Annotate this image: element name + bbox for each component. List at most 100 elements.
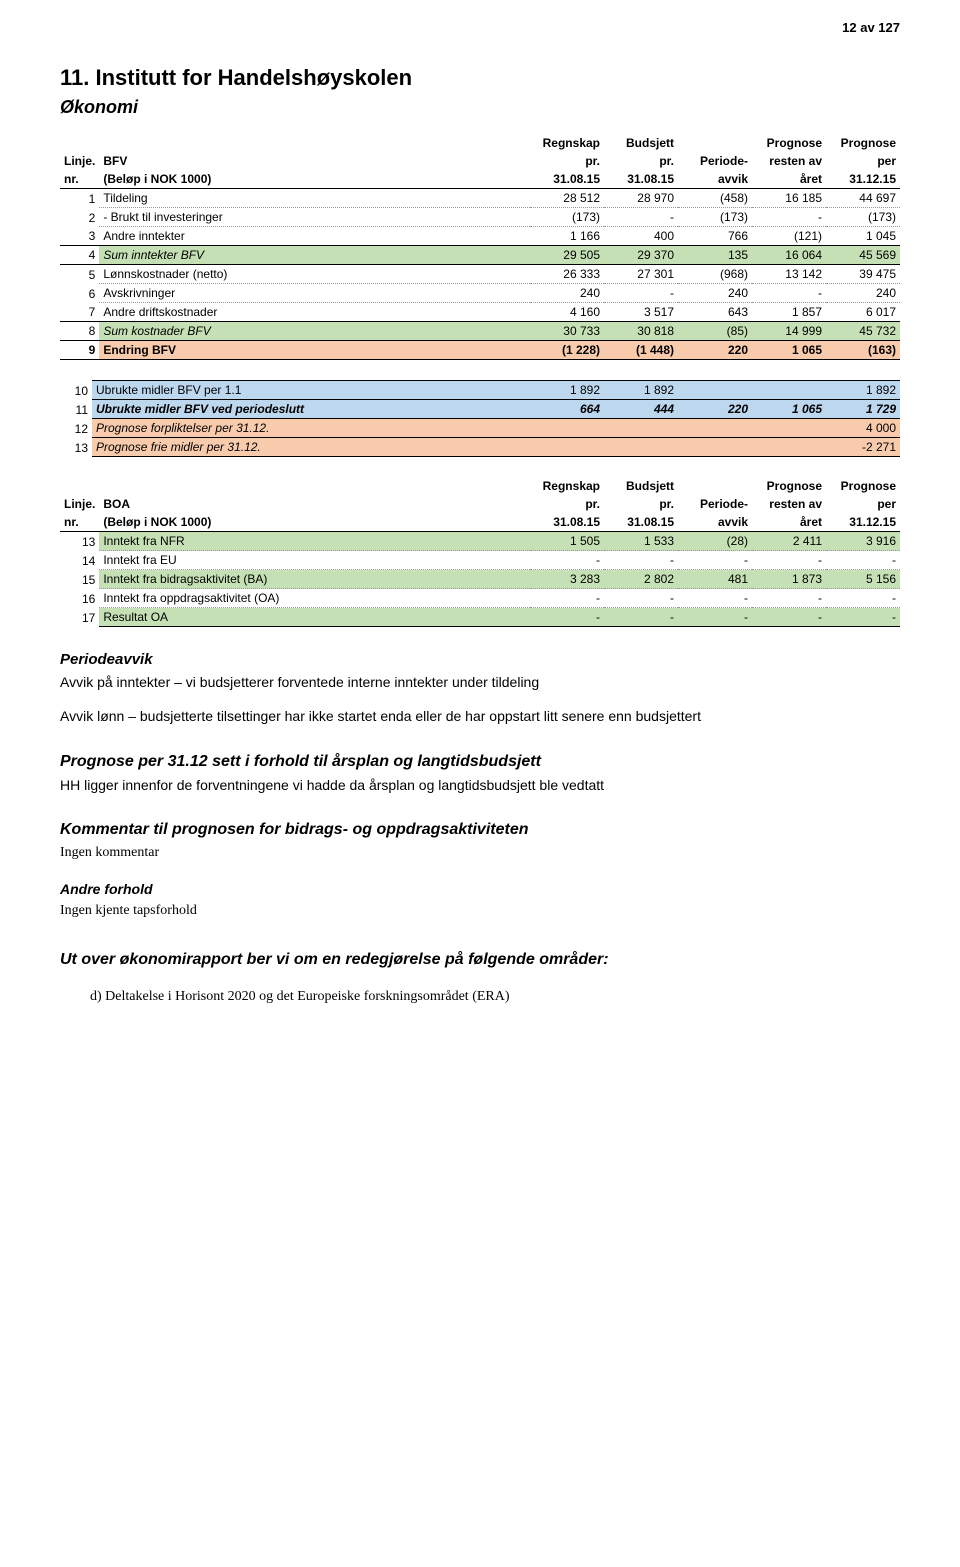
cell: 1 892 [530, 381, 604, 400]
hdr: resten av [752, 152, 826, 170]
cell [752, 438, 826, 457]
hdr: Regnskap [530, 477, 604, 495]
cell: Resultat OA [99, 608, 530, 627]
cell: Avskrivninger [99, 284, 530, 303]
bfv-table: Regnskap Budsjett Prognose Prognose Linj… [60, 134, 900, 360]
cell [678, 419, 752, 438]
cell: Prognose forpliktelser per 31.12. [92, 419, 530, 438]
hdr: avvik [678, 170, 752, 189]
cell: Lønnskostnader (netto) [99, 265, 530, 284]
hdr: pr. [530, 495, 604, 513]
hdr: Periode- [678, 152, 752, 170]
hdr: året [752, 513, 826, 532]
boa-table: Regnskap Budsjett Prognose Prognose Linj… [60, 477, 900, 627]
cell: 13 [60, 532, 99, 551]
cell [678, 438, 752, 457]
cell: (121) [752, 227, 826, 246]
cell: 5 156 [826, 570, 900, 589]
cell: 29 370 [604, 246, 678, 265]
cell: 15 [60, 570, 99, 589]
paragraph: HH ligger innenfor de forventningene vi … [60, 775, 900, 795]
cell: - [530, 589, 604, 608]
midler-table: 10Ubrukte midler BFV per 1.11 8921 8921 … [60, 380, 900, 457]
hdr: 31.08.15 [530, 513, 604, 532]
paragraph: Avvik lønn – budsjetterte tilsettinger h… [60, 706, 900, 726]
hdr: 31.08.15 [604, 513, 678, 532]
cell: 4 160 [530, 303, 604, 322]
document-subtitle: Økonomi [60, 97, 900, 118]
cell: 30 818 [604, 322, 678, 341]
hdr: Periode- [678, 495, 752, 513]
cell: 6 017 [826, 303, 900, 322]
cell: 220 [678, 341, 752, 360]
cell: 7 [60, 303, 99, 322]
cell: 664 [530, 400, 604, 419]
cell: 240 [826, 284, 900, 303]
cell: 4 [60, 246, 99, 265]
cell: 39 475 [826, 265, 900, 284]
cell: Sum inntekter BFV [99, 246, 530, 265]
paragraph: Ingen kjente tapsforhold [60, 901, 900, 921]
cell: (968) [678, 265, 752, 284]
cell: Andre driftskostnader [99, 303, 530, 322]
cell: Sum kostnader BFV [99, 322, 530, 341]
cell: 13 142 [752, 265, 826, 284]
cell: 2 411 [752, 532, 826, 551]
hdr: Prognose [752, 477, 826, 495]
cell: - [604, 208, 678, 227]
cell: 10 [60, 381, 92, 400]
cell: (163) [826, 341, 900, 360]
cell: 28 512 [530, 189, 604, 208]
cell: 11 [60, 400, 92, 419]
cell: (458) [678, 189, 752, 208]
hdr: pr. [604, 495, 678, 513]
cell: 8 [60, 322, 99, 341]
cell [678, 381, 752, 400]
hdr: per [826, 495, 900, 513]
cell: Inntekt fra EU [99, 551, 530, 570]
table-row: 3Andre inntekter1 166400766(121)1 045 [60, 227, 900, 246]
hdr: pr. [604, 152, 678, 170]
cell: - [604, 284, 678, 303]
cell: (1 228) [530, 341, 604, 360]
table-row: 15Inntekt fra bidragsaktivitet (BA)3 283… [60, 570, 900, 589]
hdr: resten av [752, 495, 826, 513]
hdr: (Beløp i NOK 1000) [99, 170, 530, 189]
cell: 1 729 [826, 400, 900, 419]
cell: - [678, 551, 752, 570]
hdr: Linje. [60, 152, 99, 170]
table-row: 11Ubrukte midler BFV ved periodeslutt664… [60, 400, 900, 419]
cell: 14 999 [752, 322, 826, 341]
hdr: 31.12.15 [826, 513, 900, 532]
cell: 13 [60, 438, 92, 457]
cell: - [826, 608, 900, 627]
cell: 12 [60, 419, 92, 438]
cell: 1 892 [826, 381, 900, 400]
cell: 14 [60, 551, 99, 570]
cell: 1 065 [752, 341, 826, 360]
table-row: 16Inntekt fra oppdragsaktivitet (OA)----… [60, 589, 900, 608]
hdr: året [752, 170, 826, 189]
cell: 1 873 [752, 570, 826, 589]
document-page: 12 av 127 11. Institutt for Handelshøysk… [0, 0, 960, 1045]
table-row: 7Andre driftskostnader4 1603 5176431 857… [60, 303, 900, 322]
cell: 1 505 [530, 532, 604, 551]
cell: 30 733 [530, 322, 604, 341]
hdr: Budsjett [604, 134, 678, 152]
cell: Ubrukte midler BFV per 1.1 [92, 381, 530, 400]
hdr: Prognose [826, 477, 900, 495]
cell: - [752, 284, 826, 303]
cell: 1 065 [752, 400, 826, 419]
cell: - [604, 608, 678, 627]
cell [752, 381, 826, 400]
cell: 28 970 [604, 189, 678, 208]
hdr: avvik [678, 513, 752, 532]
table-row: 10Ubrukte midler BFV per 1.11 8921 8921 … [60, 381, 900, 400]
cell: - Brukt til investeringer [99, 208, 530, 227]
kommentar-heading: Kommentar til prognosen for bidrags- og … [60, 821, 900, 839]
cell: (28) [678, 532, 752, 551]
cell: 29 505 [530, 246, 604, 265]
hdr: pr. [530, 152, 604, 170]
cell: 444 [604, 400, 678, 419]
cell: 400 [604, 227, 678, 246]
